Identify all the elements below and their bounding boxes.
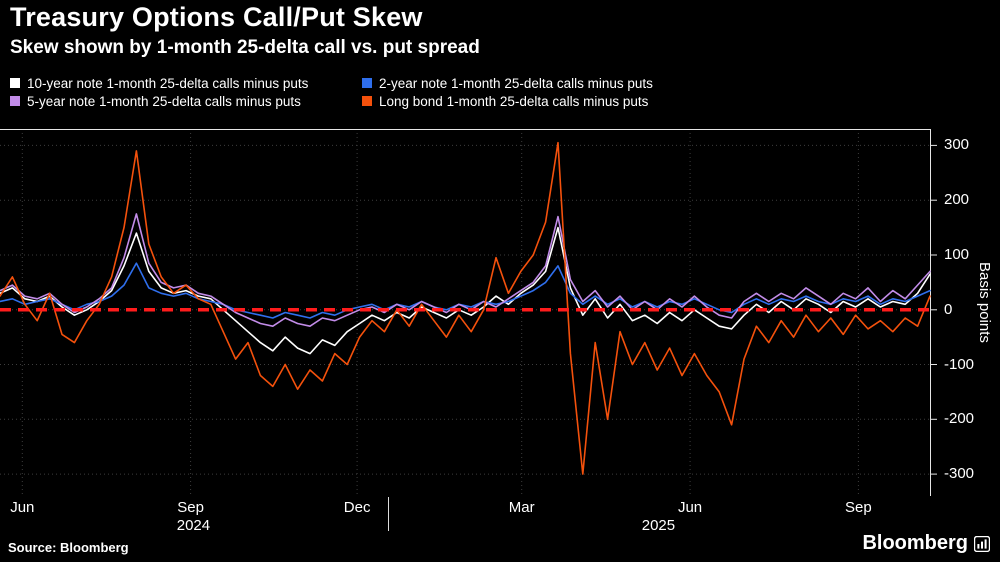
legend-swatch-10-year-note: [10, 78, 20, 88]
y-axis-tick-label: -200: [944, 410, 975, 428]
bloomberg-logo-text: Bloomberg: [862, 532, 968, 554]
chart-subtitle: Skew shown by 1-month 25-delta call vs. …: [10, 37, 480, 58]
year-divider-line: [387, 497, 389, 531]
bloomberg-logo-icon: [974, 535, 990, 552]
legend-label-5-year-note: 5-year note 1-month 25-delta calls minus…: [27, 93, 301, 109]
legend-label-long-bond: Long bond 1-month 25-delta calls minus p…: [379, 93, 649, 109]
x-axis-tick-label: Jun: [677, 499, 703, 516]
y-axis-tick-label: 100: [944, 245, 970, 263]
y-axis-title: Basis points: [976, 262, 993, 343]
y-axis-tick-label: -300: [944, 465, 975, 483]
x-axis-year-label: 2025: [641, 517, 676, 534]
series-line: [0, 262, 931, 319]
legend-label-2-year-note: 2-year note 1-month 25-delta calls minus…: [379, 75, 653, 91]
legend-item-long-bond: Long bond 1-month 25-delta calls minus p…: [362, 94, 714, 109]
legend-row-2: 5-year note 1-month 25-delta calls minus…: [10, 92, 714, 110]
y-axis-tick-label: 0: [944, 300, 953, 318]
y-axis-tick-label: -100: [944, 355, 975, 373]
legend-item-2-year-note: 2-year note 1-month 25-delta calls minus…: [362, 76, 714, 91]
y-axis-tick-label: 200: [944, 191, 970, 209]
y-axis-tick-label: 300: [944, 136, 970, 154]
legend-swatch-long-bond: [362, 96, 372, 106]
legend-item-10-year-note: 10-year note 1-month 25-delta calls minu…: [10, 76, 362, 91]
series-line: [0, 141, 931, 475]
chart-legend: 10-year note 1-month 25-delta calls minu…: [10, 74, 714, 110]
series-line: [0, 226, 931, 355]
x-axis-tick-label: Sep: [177, 499, 204, 516]
legend-swatch-5-year-note: [10, 96, 20, 106]
bloomberg-logo: Bloomberg: [862, 532, 990, 555]
source-text: Source: Bloomberg: [8, 540, 129, 555]
series-line: [0, 213, 931, 327]
x-axis-tick-label: Sep: [845, 499, 872, 516]
x-axis-tick-label: Mar: [508, 499, 535, 516]
x-axis-tick-label: Jun: [10, 499, 35, 516]
chart-title: Treasury Options Call/Put Skew: [10, 2, 423, 32]
legend-item-5-year-note: 5-year note 1-month 25-delta calls minus…: [10, 94, 362, 109]
skew-line-chart-plot: [0, 129, 937, 496]
x-axis-tick-label: Dec: [343, 499, 371, 516]
legend-label-10-year-note: 10-year note 1-month 25-delta calls minu…: [27, 75, 309, 91]
x-axis-year-label: 2024: [176, 517, 211, 534]
legend-row-1: 10-year note 1-month 25-delta calls minu…: [10, 74, 714, 92]
legend-swatch-2-year-note: [362, 78, 372, 88]
